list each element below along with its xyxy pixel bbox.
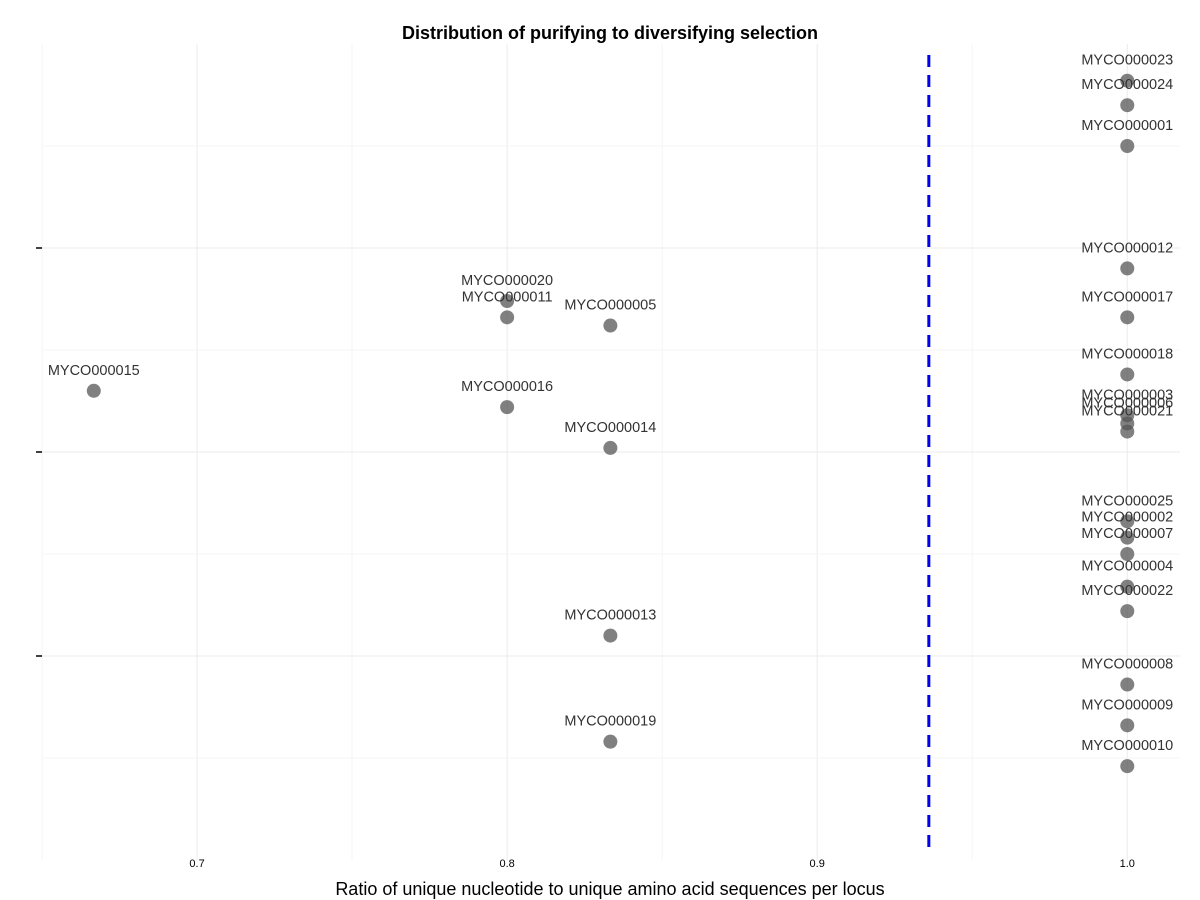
data-point (1120, 261, 1135, 276)
data-point-label: MYCO000001 (1081, 118, 1173, 134)
x-axis-label: Ratio of unique nucleotide to unique ami… (335, 879, 884, 899)
data-point-label: MYCO000006 (1081, 395, 1173, 411)
data-point-label: MYCO000015 (48, 363, 140, 379)
data-point-label: MYCO000002 (1081, 510, 1173, 526)
data-point-label: MYCO000005 (564, 298, 656, 314)
data-point-label: MYCO000014 (564, 420, 656, 436)
data-point (1120, 98, 1135, 113)
data-point (1120, 310, 1135, 325)
data-point-label: MYCO000011 (462, 289, 553, 305)
data-point (1120, 759, 1135, 774)
data-point (1120, 73, 1135, 88)
data-point-label: MYCO000017 (1081, 289, 1173, 305)
data-point (1120, 139, 1135, 153)
data-point-label: MYCO000008 (1081, 657, 1173, 673)
data-point (500, 310, 515, 325)
data-point (1120, 514, 1135, 529)
x-axis-tick-labels: 0.7 0.8 0.9 1.0 (189, 858, 1135, 870)
data-point (1120, 367, 1135, 382)
data-point (1120, 424, 1135, 439)
data-point-label: MYCO000019 (564, 714, 656, 730)
data-point (1120, 530, 1135, 545)
data-point-label: MYCO000025 (1081, 493, 1173, 509)
chart-title: Distribution of purifying to diversifyin… (402, 23, 818, 43)
data-point-label: MYCO000022 (1081, 583, 1173, 599)
data-point (603, 318, 618, 333)
data-point-label: MYCO000003 (1081, 387, 1173, 403)
data-point (1120, 547, 1135, 561)
x-tick-label: 0.9 (810, 858, 825, 870)
data-point (500, 400, 515, 415)
data-point-label: MYCO000023 (1081, 53, 1173, 69)
data-point-label: MYCO000012 (1081, 240, 1173, 256)
data-point-label: MYCO000024 (1081, 77, 1173, 93)
data-point (1120, 718, 1135, 733)
x-tick-label: 1.0 (1120, 858, 1135, 870)
data-point (603, 628, 618, 643)
data-point-label: MYCO000010 (1081, 738, 1173, 754)
data-point-label: MYCO000009 (1081, 697, 1173, 713)
y-axis-ticks (36, 247, 42, 657)
x-tick-label: 0.7 (189, 858, 204, 870)
data-point (86, 383, 101, 398)
data-point-label: MYCO000018 (1081, 346, 1173, 362)
data-point-labels: MYCO000023 MYCO000024 MYCO000001 MYCO000012… (48, 53, 1173, 754)
data-points (86, 73, 1135, 774)
x-tick-label: 0.8 (499, 858, 514, 870)
data-point (603, 734, 618, 749)
data-point (1120, 604, 1135, 619)
data-point-label: MYCO000004 (1081, 559, 1173, 575)
data-point (1120, 579, 1135, 594)
data-point-label: MYCO000016 (461, 379, 553, 395)
data-point-label: MYCO000013 (564, 608, 656, 624)
data-point-label: MYCO000007 (1081, 526, 1173, 542)
data-point-label: MYCO000021 (1081, 404, 1173, 420)
data-point (500, 294, 515, 309)
data-point-label: MYCO000020 (461, 273, 553, 289)
data-point (603, 440, 618, 455)
data-point (1120, 677, 1135, 692)
